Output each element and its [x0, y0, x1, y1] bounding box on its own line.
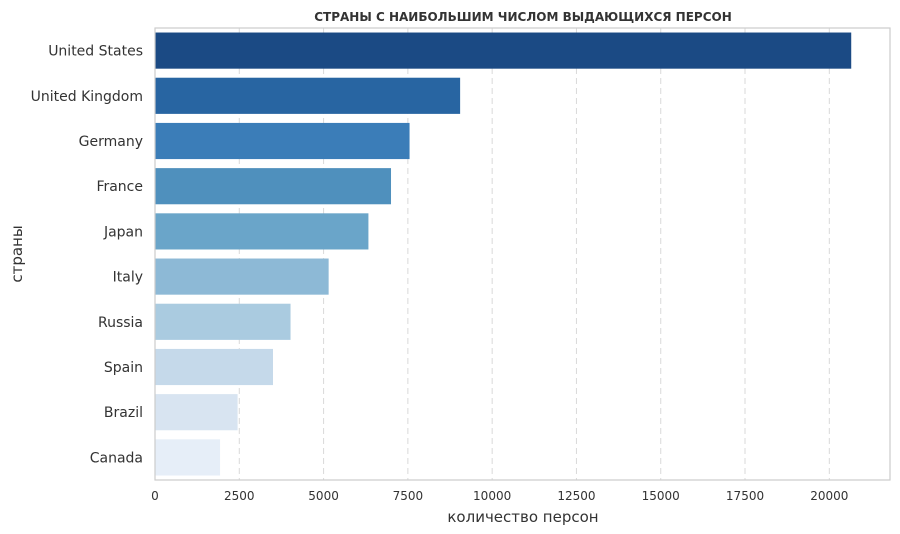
x-tick-label: 20000 [810, 489, 848, 503]
x-tick-label: 15000 [642, 489, 680, 503]
plot-frame [154, 27, 891, 481]
bar-spain [155, 348, 274, 386]
y-tick-labels: United States United Kingdom Germany France… [31, 44, 143, 467]
y-tick-label: United Kingdom [31, 89, 143, 105]
x-tick-labels: 0 2500 5000 7500 10000 12500 15000 17500 20000 [151, 489, 848, 503]
y-tick-label: Germany [79, 134, 143, 150]
y-axis-label: страны [8, 225, 26, 282]
x-tick-label: 0 [151, 489, 159, 503]
x-tick-label: 10000 [473, 489, 511, 503]
x-tick-label: 7500 [393, 489, 424, 503]
chart-title: СТРАНЫ С НАИБОЛЬШИМ ЧИСЛОМ ВЫДАЮЩИХСЯ ПЕ… [314, 10, 732, 24]
bar-canada [155, 439, 221, 476]
bar-united-kingdom [155, 77, 461, 114]
y-tick-label: France [96, 179, 143, 195]
x-tick-label: 17500 [726, 489, 764, 503]
y-tick-label: Brazil [104, 405, 143, 421]
bars [155, 32, 852, 476]
y-tick-label: Russia [98, 315, 143, 331]
bar-russia [155, 303, 291, 340]
y-tick-label: Italy [113, 270, 143, 286]
y-tick-label: Spain [104, 360, 143, 376]
bar-germany [155, 122, 410, 160]
x-tick-label: 12500 [557, 489, 595, 503]
x-tick-label: 5000 [308, 489, 339, 503]
bar-united-states [155, 32, 852, 69]
y-tick-label: Canada [90, 450, 143, 466]
x-tick-label: 2500 [224, 489, 255, 503]
y-tick-label: Japan [103, 224, 143, 240]
y-tick-label: United States [48, 44, 143, 60]
x-axis-label: количество персон [447, 508, 598, 526]
bar-brazil [155, 394, 238, 431]
bar-france [155, 168, 392, 205]
bar-japan [155, 213, 369, 250]
bar-italy [155, 258, 329, 295]
